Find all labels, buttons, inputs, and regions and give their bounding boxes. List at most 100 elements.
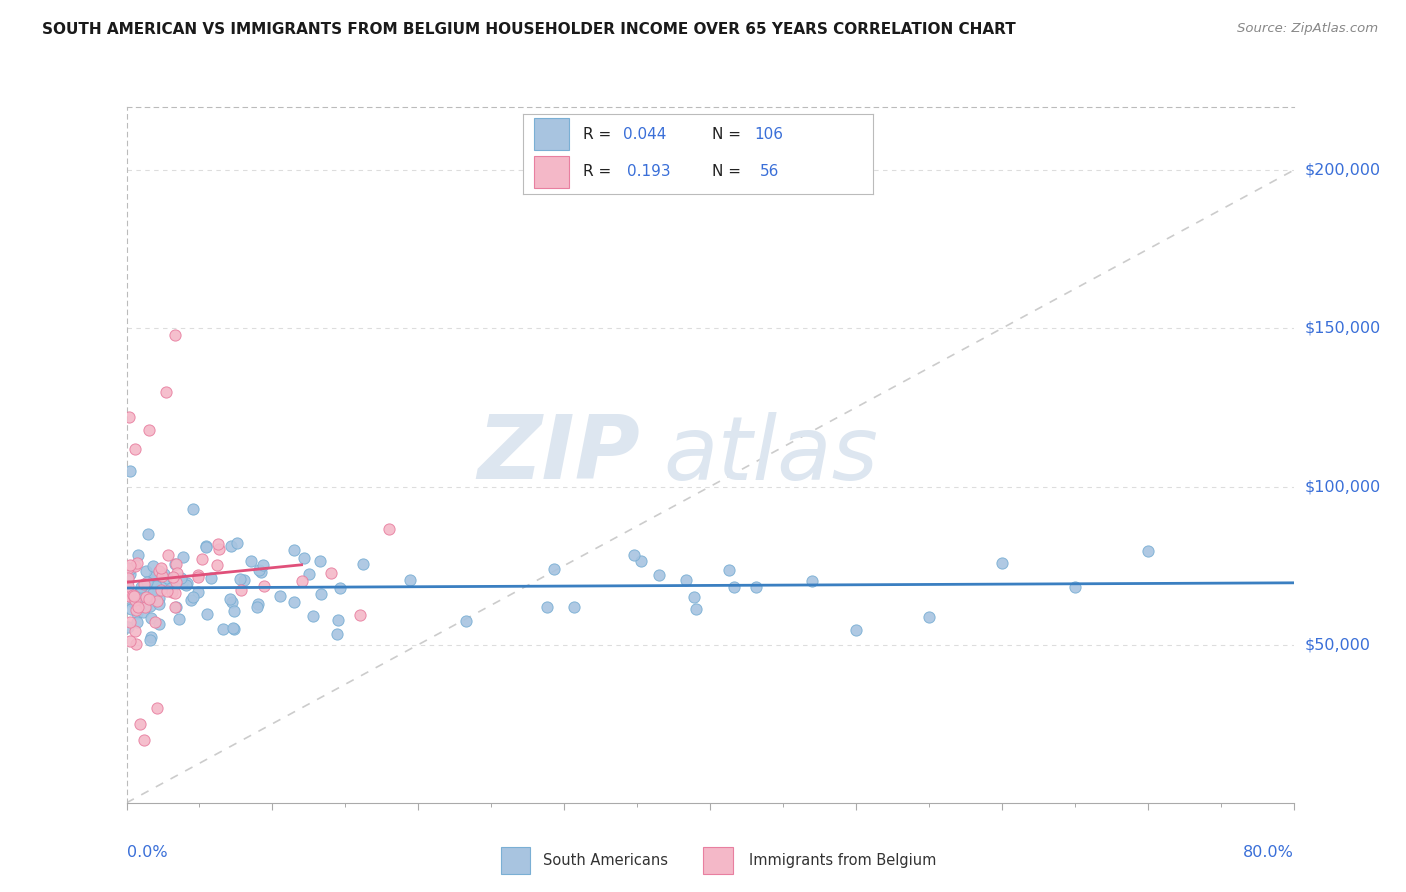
Point [163, 586, 186, 600]
Point [325, 627, 347, 641]
Point [146, 585, 169, 599]
Point [165, 327, 187, 342]
Point [131, 592, 153, 607]
Point [1063, 580, 1085, 594]
Point [162, 571, 184, 585]
Point [146, 570, 169, 584]
Point [685, 601, 707, 615]
Point [117, 588, 139, 602]
Point [301, 609, 323, 624]
Point [246, 600, 269, 615]
Point [222, 621, 245, 635]
Point [172, 550, 194, 565]
Point [309, 587, 332, 601]
Point [349, 608, 371, 623]
Point [211, 622, 233, 636]
Point [127, 600, 149, 615]
Point [717, 563, 740, 577]
Point [118, 464, 141, 478]
Point [232, 573, 254, 587]
Point [139, 611, 162, 625]
Text: South Americans: South Americans [543, 854, 668, 868]
Point [127, 548, 149, 562]
Point [187, 568, 209, 582]
Point [194, 540, 217, 554]
Point [143, 594, 166, 608]
Point [162, 585, 184, 599]
Point [135, 590, 157, 604]
Point [134, 600, 156, 615]
Point [146, 701, 169, 715]
Point [183, 590, 205, 604]
Point [138, 592, 160, 607]
Point [290, 574, 312, 589]
Point [129, 716, 152, 731]
Point [118, 566, 141, 581]
Point [118, 409, 141, 424]
Point [148, 617, 170, 632]
Point [990, 556, 1012, 570]
Point [143, 569, 166, 583]
Point [283, 543, 305, 558]
Point [136, 526, 159, 541]
Point [120, 558, 142, 572]
Point [163, 557, 186, 571]
Point [163, 600, 186, 615]
Text: $100,000: $100,000 [1305, 479, 1381, 494]
Point [148, 597, 170, 611]
Point [166, 566, 188, 580]
Point [142, 574, 165, 589]
Point [155, 384, 177, 399]
Point [135, 574, 157, 589]
Point [328, 613, 350, 627]
Point [292, 551, 315, 566]
Point [148, 564, 170, 578]
Text: 80.0%: 80.0% [1243, 845, 1294, 860]
Point [125, 606, 148, 620]
Point [121, 588, 143, 602]
Point [117, 571, 139, 585]
Text: atlas: atlas [664, 412, 879, 498]
Text: 0.0%: 0.0% [127, 845, 167, 860]
Point [150, 580, 173, 594]
Point [124, 624, 146, 639]
Point [536, 600, 558, 615]
Point [543, 562, 565, 576]
Point [120, 615, 142, 629]
Point [120, 602, 142, 616]
Point [155, 583, 177, 598]
Point [162, 569, 184, 583]
Point [138, 423, 160, 437]
Point [723, 580, 745, 594]
Point [224, 603, 246, 617]
Point [195, 607, 218, 621]
Point [117, 574, 139, 589]
Point [229, 583, 252, 598]
Point [298, 567, 321, 582]
Point [253, 579, 276, 593]
Point [240, 554, 263, 568]
Text: Source: ZipAtlas.com: Source: ZipAtlas.com [1237, 22, 1378, 36]
Point [329, 581, 352, 595]
Point [167, 612, 190, 626]
Point [118, 562, 141, 576]
Point [132, 732, 155, 747]
Point [398, 573, 420, 587]
Text: $50,000: $50,000 [1305, 637, 1371, 652]
Point [124, 559, 146, 574]
Point [562, 599, 585, 614]
Point [200, 571, 222, 585]
Point [121, 595, 143, 609]
Point [456, 614, 478, 628]
FancyBboxPatch shape [501, 847, 530, 874]
Point [118, 634, 141, 648]
Point [141, 591, 163, 606]
Point [125, 556, 148, 570]
Point [117, 579, 139, 593]
Point [207, 537, 229, 551]
Point [1136, 544, 1159, 558]
Point [745, 581, 768, 595]
Point [150, 569, 173, 583]
Point [226, 535, 249, 549]
Point [159, 581, 181, 595]
